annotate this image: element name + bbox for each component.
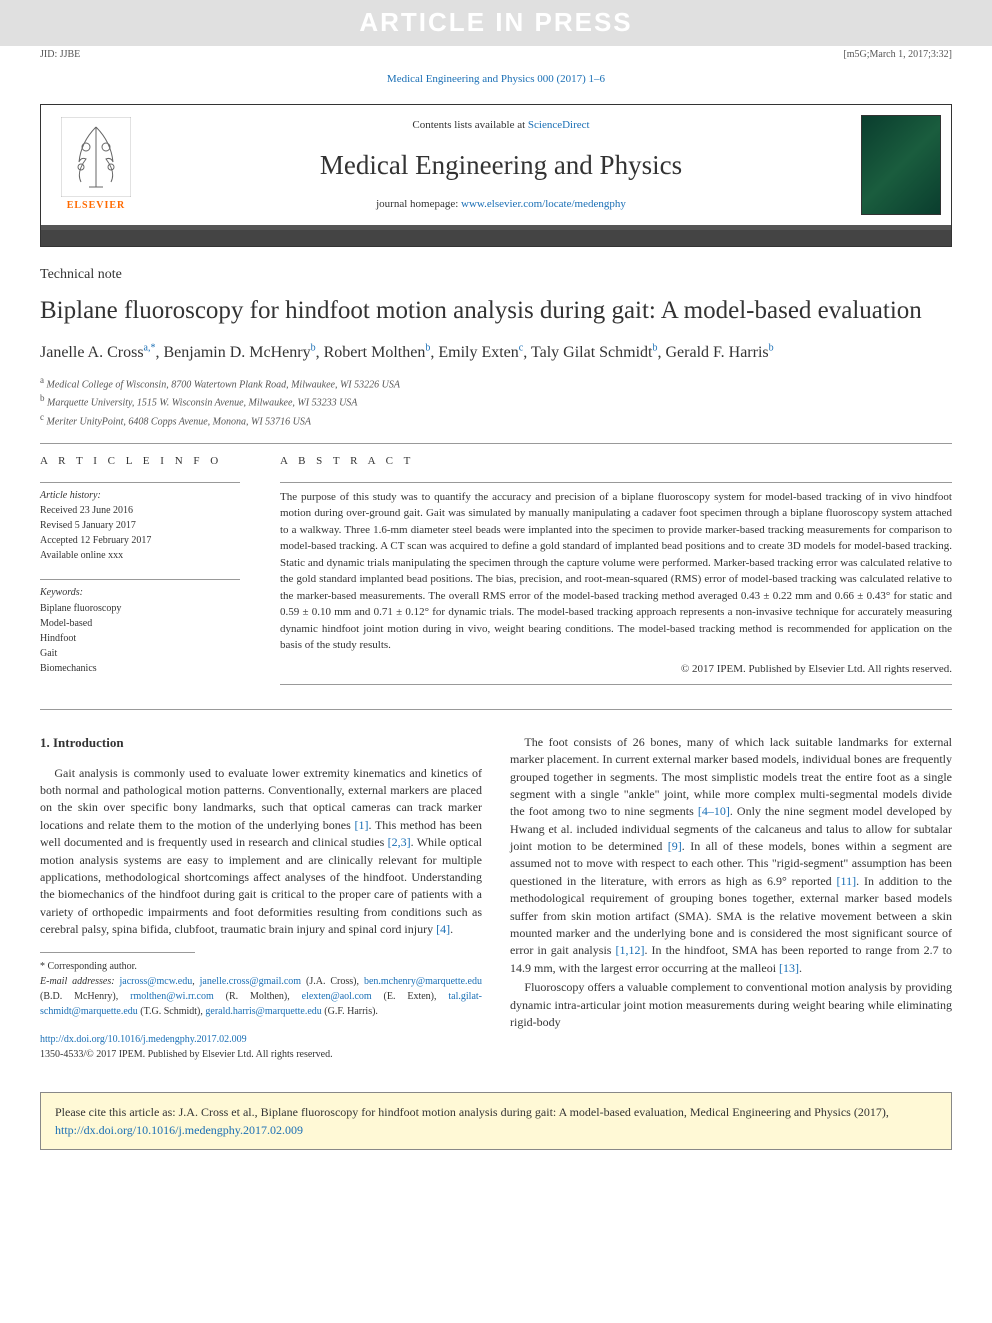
divider (40, 443, 952, 444)
history-item: Revised 5 January 2017 (40, 518, 240, 533)
contents-prefix: Contents lists available at (412, 119, 527, 131)
history-item: Accepted 12 February 2017 (40, 533, 240, 548)
version-label: [m5G;March 1, 2017;3:32] (843, 48, 952, 63)
history-label: Article history: (40, 489, 240, 504)
homepage-link[interactable]: www.elsevier.com/locate/medengphy (461, 198, 626, 210)
history-block: Article history: Received 23 June 2016Re… (40, 489, 240, 564)
column-right: The foot consists of 26 bones, many of w… (510, 734, 952, 1063)
affiliations: a Medical College of Wisconsin, 8700 Wat… (40, 374, 952, 429)
contents-line: Contents lists available at ScienceDirec… (151, 118, 851, 134)
doi-block: http://dx.doi.org/10.1016/j.medengphy.20… (40, 1033, 482, 1062)
keyword-item: Biomechanics (40, 661, 240, 676)
body-columns: 1. Introduction Gait analysis is commonl… (40, 734, 952, 1063)
email-link[interactable]: ben.mchenry@marquette.edu (364, 976, 482, 987)
meta-row: A R T I C L E I N F O Article history: R… (40, 454, 952, 691)
article-in-press-banner: ARTICLE IN PRESS (0, 0, 992, 46)
journal-cover-block (851, 105, 951, 225)
keyword-item: Hindfoot (40, 631, 240, 646)
authors: Janelle A. Crossa,*, Benjamin D. McHenry… (40, 341, 952, 364)
keywords-label: Keywords: (40, 586, 240, 601)
section-1-heading: 1. Introduction (40, 734, 482, 753)
keyword-item: Model-based (40, 616, 240, 631)
homepage-prefix: journal homepage: (376, 198, 461, 210)
divider (280, 482, 952, 483)
ref-link[interactable]: [13] (779, 961, 799, 975)
ref-link[interactable]: [9] (668, 839, 682, 853)
issn-copyright: 1350-4533/© 2017 IPEM. Published by Else… (40, 1048, 482, 1063)
email-addresses: E-mail addresses: jacross@mcw.edu, janel… (40, 974, 482, 1019)
email-link[interactable]: gerald.harris@marquette.edu (205, 1006, 321, 1017)
email-link[interactable]: janelle.cross@gmail.com (200, 976, 301, 987)
ref-link[interactable]: [1] (354, 818, 368, 832)
article-type: Technical note (40, 265, 952, 285)
elsevier-text: ELSEVIER (67, 199, 126, 214)
elsevier-tree-icon (61, 117, 131, 197)
ref-link[interactable]: [2,3] (388, 835, 411, 849)
header-center: Contents lists available at ScienceDirec… (151, 118, 851, 213)
journal-header: ELSEVIER Contents lists available at Sci… (40, 104, 952, 247)
citation-line: Medical Engineering and Physics 000 (201… (0, 64, 992, 96)
email-link[interactable]: jacross@mcw.edu (120, 976, 193, 987)
corresponding-author: * Corresponding author. (40, 959, 482, 974)
article-title: Biplane fluoroscopy for hindfoot motion … (40, 295, 952, 326)
ref-link[interactable]: [4] (436, 922, 450, 936)
divider (40, 579, 240, 580)
affiliation-line: b Marquette University, 1515 W. Wisconsi… (40, 392, 952, 410)
history-item: Received 23 June 2016 (40, 503, 240, 518)
keyword-item: Biplane fluoroscopy (40, 601, 240, 616)
article-content: Technical note Biplane fluoroscopy for h… (0, 247, 992, 1072)
divider (40, 482, 240, 483)
intro-paragraph-1: Gait analysis is commonly used to evalua… (40, 765, 482, 939)
email-link[interactable]: rmolthen@wi.rr.com (130, 991, 214, 1002)
column-left: 1. Introduction Gait analysis is commonl… (40, 734, 482, 1063)
affiliation-line: a Medical College of Wisconsin, 8700 Wat… (40, 374, 952, 392)
ref-link[interactable]: [1,12] (616, 943, 645, 957)
header-blackbar (41, 230, 951, 246)
info-heading: A R T I C L E I N F O (40, 454, 240, 470)
header-top: ELSEVIER Contents lists available at Sci… (41, 105, 951, 230)
abstract-block: A B S T R A C T The purpose of this stud… (280, 454, 952, 691)
affiliation-line: c Meriter UnityPoint, 6408 Copps Avenue,… (40, 411, 952, 429)
divider (40, 709, 952, 710)
homepage-line: journal homepage: www.elsevier.com/locat… (151, 197, 851, 213)
citebox-link[interactable]: http://dx.doi.org/10.1016/j.medengphy.20… (55, 1123, 303, 1137)
doi-link[interactable]: http://dx.doi.org/10.1016/j.medengphy.20… (40, 1034, 247, 1045)
divider (280, 684, 952, 685)
ref-link[interactable]: [11] (837, 874, 857, 888)
journal-title: Medical Engineering and Physics (151, 146, 851, 185)
abstract-text: The purpose of this study was to quantif… (280, 489, 952, 654)
history-item: Available online xxx (40, 548, 240, 563)
article-info: A R T I C L E I N F O Article history: R… (40, 454, 240, 691)
cite-box: Please cite this article as: J.A. Cross … (40, 1092, 952, 1150)
citation-link[interactable]: Medical Engineering and Physics 000 (201… (387, 73, 605, 85)
sciencedirect-link[interactable]: ScienceDirect (528, 119, 590, 131)
intro-paragraph-2: The foot consists of 26 bones, many of w… (510, 734, 952, 977)
abstract-heading: A B S T R A C T (280, 454, 952, 470)
ref-link[interactable]: [4–10] (698, 804, 730, 818)
email-link[interactable]: elexten@aol.com (302, 991, 372, 1002)
copyright: © 2017 IPEM. Published by Elsevier Ltd. … (280, 662, 952, 678)
journal-cover-icon (861, 115, 941, 215)
jid-label: JID: JJBE (40, 48, 80, 63)
footnote-separator (40, 952, 195, 953)
footnotes: * Corresponding author. E-mail addresses… (40, 959, 482, 1019)
sub-banner: JID: JJBE [m5G;March 1, 2017;3:32] (0, 46, 992, 65)
elsevier-logo-block: ELSEVIER (41, 105, 151, 225)
keyword-item: Gait (40, 646, 240, 661)
citebox-text: Please cite this article as: J.A. Cross … (55, 1105, 889, 1119)
intro-paragraph-3: Fluoroscopy offers a valuable complement… (510, 979, 952, 1031)
keywords-block: Keywords: Biplane fluoroscopyModel-based… (40, 586, 240, 676)
